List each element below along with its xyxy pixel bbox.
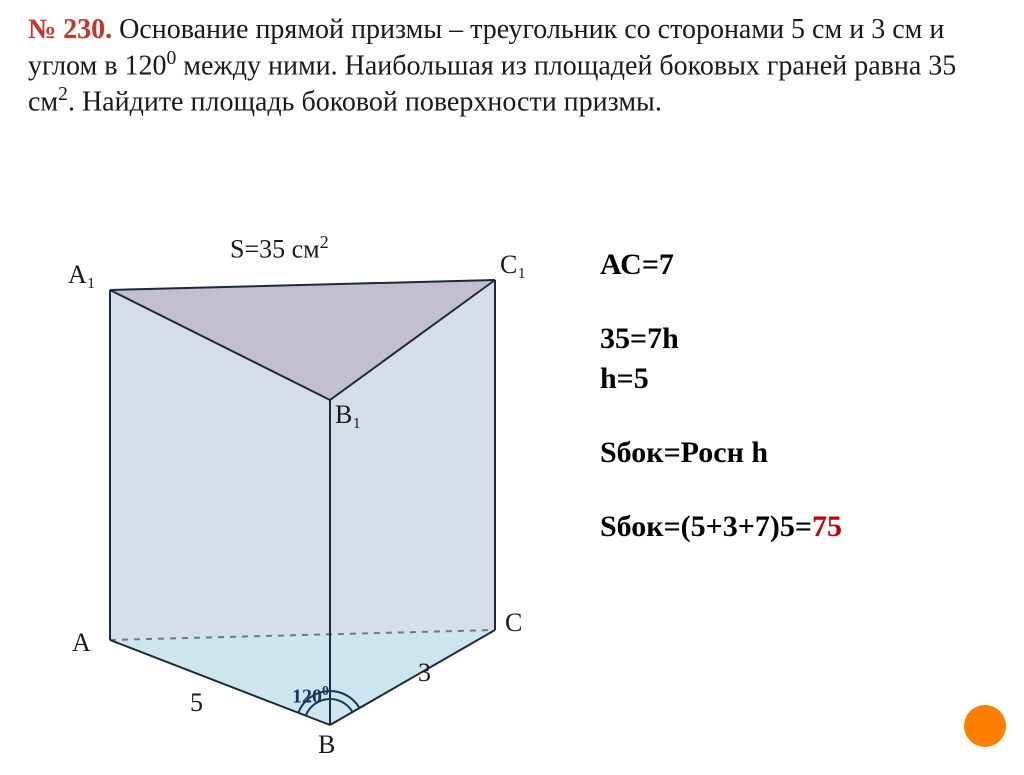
sol-line-5-prefix: Sбок=(5+3+7)5= (600, 510, 812, 543)
label-A1: А₁ (68, 260, 96, 290)
degree-sup: 0 (166, 48, 176, 69)
label-side3: 3 (418, 658, 431, 688)
sol-line-4: Sбок=Росн h (600, 436, 842, 470)
sol-line-3: h=5 (600, 362, 842, 396)
label-angle-val: 120 (292, 686, 322, 708)
label-B: В (318, 730, 335, 760)
label-side5: 5 (190, 688, 203, 718)
problem-number: № 230. (28, 14, 112, 45)
label-C1: С₁ (500, 250, 526, 280)
label-A: А (72, 628, 91, 658)
prism-diagram: А₁ В₁ С₁ А В С S=35 см2 5 3 1200 (40, 210, 580, 750)
label-S-text: S=35 см (230, 235, 320, 264)
sq-sup: 2 (58, 84, 68, 105)
problem-text-3: . Найдите площадь боковой поверхности пр… (68, 87, 662, 118)
problem-statement: № 230. Основание прямой призмы – треугол… (0, 0, 1024, 120)
sol-line-5-ans: 75 (812, 510, 842, 543)
label-B1: В₁ (335, 400, 361, 430)
slide-accent-circle (964, 705, 1006, 747)
sol-line-5: Sбок=(5+3+7)5=75 (600, 510, 842, 544)
sol-line-1: АС=7 (600, 248, 842, 282)
solution-block: АС=7 35=7h h=5 Sбок=Росн h Sбок=(5+3+7)5… (600, 248, 842, 550)
label-angle: 1200 (292, 684, 329, 709)
label-C: С (505, 608, 522, 638)
label-angle-sup: 0 (322, 684, 329, 699)
label-S: S=35 см2 (230, 232, 329, 265)
label-S-sup: 2 (320, 232, 329, 252)
sol-line-2: 35=7h (600, 322, 842, 356)
